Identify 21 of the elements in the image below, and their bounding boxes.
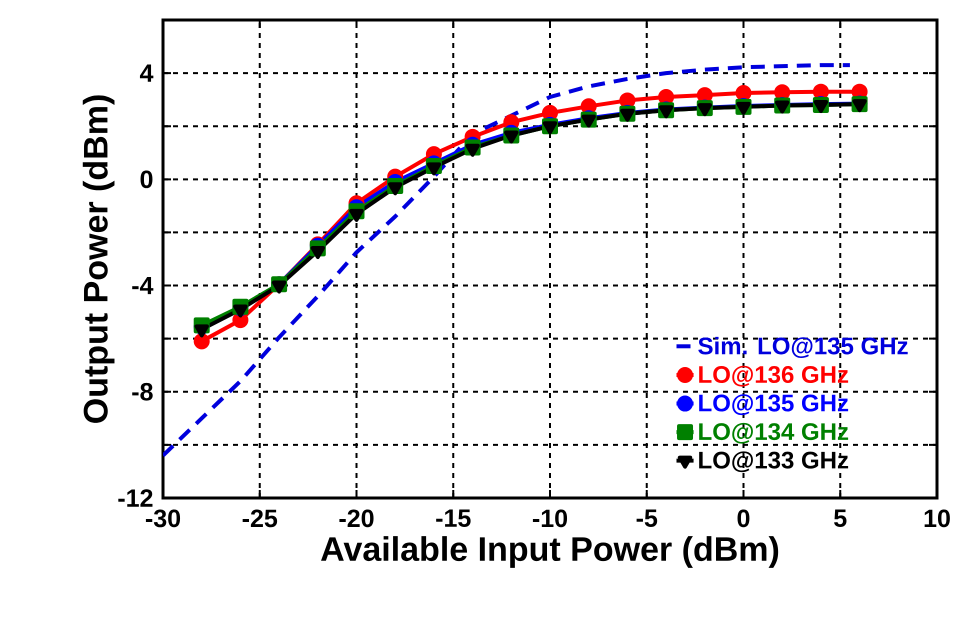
x-tick-label: -25 bbox=[242, 510, 278, 528]
legend-label: LO@133 GHz bbox=[699, 451, 848, 472]
x-tick-label: -30 bbox=[146, 510, 180, 528]
y-tick-label: 4 bbox=[140, 64, 154, 82]
legend-label: LO@136 GHz bbox=[699, 366, 848, 387]
x-axis-title: Available Input Power (dBm) bbox=[321, 536, 778, 568]
legend-label: LO@134 GHz bbox=[699, 422, 848, 444]
x-tick-label: -20 bbox=[339, 510, 374, 528]
x-tick-label: 10 bbox=[924, 510, 950, 528]
y-tick-label: -12 bbox=[118, 489, 152, 507]
x-tick-label: -5 bbox=[636, 510, 658, 527]
y-axis-title: Output Power (dBm) bbox=[82, 95, 114, 423]
x-tick-label: 5 bbox=[834, 510, 847, 527]
x-tick-label: -10 bbox=[532, 510, 568, 528]
y-tick-label: -4 bbox=[132, 276, 154, 294]
legend-label: LO@135 GHz bbox=[699, 394, 848, 416]
legend-label: Sim. LO@135 GHz bbox=[698, 336, 908, 358]
y-tick-label: -8 bbox=[132, 382, 153, 401]
x-tick-label: 0 bbox=[738, 510, 750, 528]
y-tick-label: 0 bbox=[140, 170, 152, 188]
x-tick-label: -15 bbox=[436, 510, 471, 527]
